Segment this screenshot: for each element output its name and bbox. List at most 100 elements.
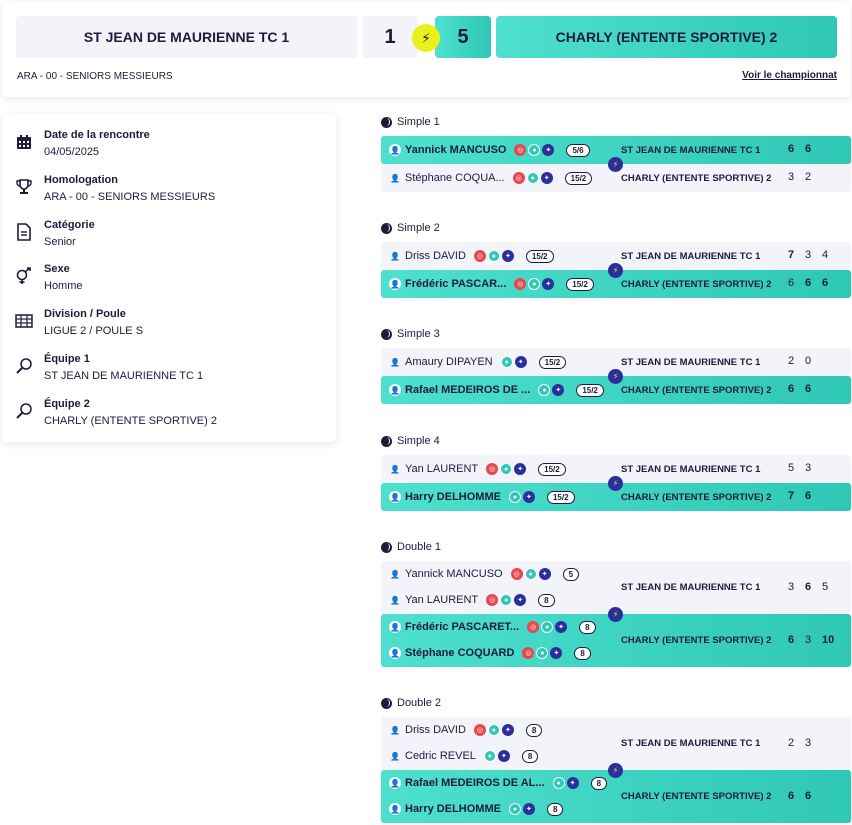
blue-badge-icon: ✦ [497, 750, 510, 762]
player-entry[interactable]: 👤 Harry DELHOMME ● ✦ 8 [389, 796, 564, 822]
trophy-icon [14, 177, 34, 197]
info-label: Homologation [44, 173, 118, 186]
player-entry[interactable]: 👤 Harry DELHOMME ● ✦ 15/2 [389, 484, 575, 510]
blue-badge-icon: ✦ [514, 463, 527, 475]
side-team-name: CHARLY (ENTENTE SPORTIVE) 2 [621, 491, 772, 503]
red-badge-icon: ◎ [473, 250, 486, 262]
match-4[interactable]: Simple 4 👤 Yan LAURENT ◎ ● ✦ 15/2 ST JEAN DE MA… [381, 433, 851, 511]
match-title: Double 1 [381, 539, 851, 555]
blue-badge-icon: ✦ [550, 647, 563, 659]
grid-icon [14, 311, 34, 331]
user-icon: 👤 [390, 595, 400, 605]
teal-badge-icon: ● [487, 250, 500, 262]
set-score: 6 [822, 277, 829, 289]
player-name: Cedric REVEL [405, 750, 476, 762]
info-row-date: Date de la rencontre 04/05/2025 [2, 129, 336, 174]
set-score: 6 [788, 633, 795, 646]
match-1[interactable]: Simple 1 👤 Yannick MANCUSO ◎ ● ✦ 5/6 ST JEAN DE… [381, 114, 851, 192]
info-value: ARA - 00 - SENIORS MESSIEURS [44, 190, 216, 203]
set-score: 6 [788, 277, 795, 289]
set-score: 3 [788, 580, 795, 593]
player-badges: ● ✦ [483, 750, 510, 762]
player-ranking: 15/2 [538, 462, 566, 476]
player-ranking: 15/2 [576, 383, 604, 397]
player-name: Harry DELHOMME [405, 491, 501, 503]
side-team-name: CHARLY (ENTENTE SPORTIVE) 2 [621, 172, 772, 184]
championship-subtitle: ARA - 00 - SENIORS MESSIEURS [17, 71, 173, 82]
teal-badge-icon: ● [500, 463, 513, 475]
teal-badge-icon: ● [536, 647, 549, 659]
gender-icon [14, 266, 34, 286]
player-ranking: 15/2 [564, 171, 593, 185]
player-ranking: 8 [579, 620, 596, 634]
player-ranking: 15/2 [525, 249, 554, 263]
match-title-label: Simple 3 [397, 328, 440, 340]
blue-badge-icon: ✦ [540, 172, 553, 184]
info-label: Division / Poule [44, 308, 126, 321]
info-value: ST JEAN DE MAURIENNE TC 1 [44, 369, 204, 382]
match-title: Double 2 [381, 695, 851, 711]
player-name: Amaury DIPAYEN [405, 356, 493, 368]
tennis-ball-icon [381, 435, 392, 447]
lightning-icon: ⚡ [608, 157, 623, 172]
teal-badge-icon: ● [528, 278, 541, 290]
player-entry[interactable]: 👤 Driss DAVID ◎ ● ✦ 15/2 [389, 243, 554, 269]
set-score: 6 [805, 580, 812, 593]
set-score: 6 [805, 143, 812, 155]
player-entry[interactable]: 👤 Driss DAVID ◎ ● ✦ 8 [389, 717, 543, 743]
user-icon: 👤 [389, 777, 401, 789]
player-entry[interactable]: 👤 Frédéric PASCAR... ◎ ● ✦ 15/2 [389, 271, 594, 297]
user-icon: 👤 [389, 647, 401, 659]
set-score: 3 [805, 736, 812, 749]
set-score: 6 [805, 383, 812, 395]
red-badge-icon: ◎ [486, 463, 499, 475]
racket-2-icon [14, 401, 34, 421]
set-score: 6 [788, 383, 795, 395]
match-5[interactable]: Double 1 👤 Yannick MANCUSO ◎ ● ✦ 5 👤 Yan LAURENT… [381, 539, 851, 667]
match-title: Simple 1 [381, 114, 851, 130]
player-entry[interactable]: 👤 Stéphane COQUARD ◎ ● ✦ 8 [389, 640, 591, 666]
player-name: Rafael MEDEIROS DE ... [405, 384, 531, 396]
set-score: 6 [788, 143, 795, 155]
info-row-division: Division / Poule LIGUE 2 / POULE S [2, 308, 336, 353]
match-6[interactable]: Double 2 👤 Driss DAVID ◎ ● ✦ 8 👤 Cedric REVEL ● ✦ 8… [381, 695, 851, 823]
blue-badge-icon: ✦ [501, 724, 514, 736]
teal-badge-icon: ● [528, 144, 541, 156]
away-team-name: CHARLY (ENTENTE SPORTIVE) 2 [496, 16, 837, 58]
player-entry[interactable]: 👤 Yan LAURENT ◎ ● ✦ 15/2 [389, 456, 566, 482]
tennis-ball-icon [381, 541, 392, 553]
player-entry[interactable]: 👤 Yan LAURENT ◎ ● ✦ 8 [389, 587, 555, 613]
blue-badge-icon: ✦ [542, 278, 555, 290]
player-entry[interactable]: 👤 Yannick MANCUSO ◎ ● ✦ 5/6 [389, 137, 590, 163]
user-icon: 👤 [389, 144, 401, 156]
player-entry[interactable]: 👤 Rafael MEDEIROS DE ... ● ✦ 15/2 [389, 377, 604, 403]
match-2[interactable]: Simple 2 👤 Driss DAVID ◎ ● ✦ 15/2 ST JEAN DE MA… [381, 220, 851, 298]
player-entry[interactable]: 👤 Frédéric PASCARET... ◎ ● ✦ 8 [389, 614, 596, 640]
home-side: 👤 Driss DAVID ◎ ● ✦ 8 👤 Cedric REVEL ● ✦ 8 ST JEAN … [381, 717, 851, 770]
racket-1-icon [14, 356, 34, 376]
tennis-ball-icon [381, 116, 392, 128]
red-badge-icon: ◎ [527, 621, 540, 633]
info-value: Senior [44, 235, 76, 248]
set-score: 5 [822, 580, 829, 593]
match-3[interactable]: Simple 3 👤 Amaury DIPAYEN ● ✦ 15/2 ST JEAN DE … [381, 326, 851, 404]
lightning-icon: ⚡ [412, 24, 440, 52]
match-title-label: Simple 1 [397, 116, 440, 128]
info-label: Équipe 1 [44, 352, 90, 365]
player-entry[interactable]: 👤 Rafael MEDEIROS DE AL... ● ✦ 8 [389, 770, 608, 796]
player-entry[interactable]: 👤 Stéphane COQUA... ◎ ● ✦ 15/2 [389, 165, 593, 191]
player-entry[interactable]: 👤 Yannick MANCUSO ◎ ● ✦ 5 [389, 561, 580, 587]
blue-badge-icon: ✦ [552, 384, 565, 396]
side-team-name: CHARLY (ENTENTE SPORTIVE) 2 [621, 635, 772, 646]
view-championship-link[interactable]: Voir le championnat [742, 70, 837, 81]
player-entry[interactable]: 👤 Amaury DIPAYEN ● ✦ 15/2 [389, 349, 567, 375]
user-icon: 👤 [390, 569, 400, 579]
player-badges: ◎ ● ✦ [510, 568, 551, 580]
player-badges: ● ✦ [508, 803, 535, 815]
player-entry[interactable]: 👤 Cedric REVEL ● ✦ 8 [389, 743, 539, 769]
side-team-name: ST JEAN DE MAURIENNE TC 1 [621, 250, 761, 262]
